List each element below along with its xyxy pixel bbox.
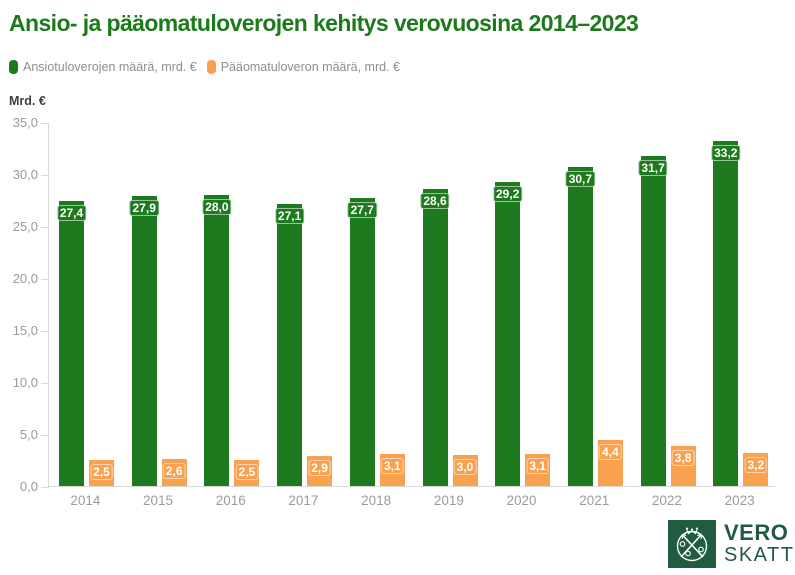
y-axis-tick-mark: [41, 486, 49, 488]
x-axis-label-2014: 2014: [70, 493, 101, 508]
earned-income-tax-bar-2017[interactable]: [277, 204, 303, 486]
y-axis-tick-mark: [41, 122, 49, 124]
bar-value-label-2016: 2,5: [235, 464, 259, 480]
bar-value-label-2022: 3,8: [671, 450, 695, 466]
legend-label: Pääomatuloveron määrä, mrd. €: [220, 60, 400, 74]
x-axis-label-2020: 2020: [506, 493, 537, 508]
year-group-2023: 33,2 3,2 2023: [703, 123, 776, 508]
bar-value-label-2020: 29,2: [493, 186, 523, 202]
y-axis-tick-label: 30,0: [12, 167, 38, 182]
year-group-2020: 29,2 3,1 2020: [485, 123, 558, 508]
earned-income-tax-bar-2021[interactable]: [567, 167, 593, 486]
y-axis-tick-mark: [41, 434, 49, 436]
bar-value-label-2019: 3,0: [453, 459, 477, 475]
chart-title: Ansio- ja pääomatuloverojen kehitys vero…: [9, 10, 639, 36]
bar-value-label-2023: 3,2: [744, 457, 768, 473]
year-group-2022: 31,7 3,8 2022: [631, 123, 704, 508]
year-group-2015: 27,9 2,6 2015: [122, 123, 195, 508]
y-axis-labels: 35,0 30,0 25,0 20,0 15,0 10,0 5,0 0,0: [0, 115, 40, 494]
earned-income-tax-bar-2014[interactable]: [59, 201, 84, 486]
bar-value-label-2019: 28,6: [420, 193, 450, 209]
x-axis-label-2015: 2015: [143, 493, 174, 508]
x-axis-label-2018: 2018: [361, 493, 392, 508]
year-group-2019: 28,6 3,0 2019: [413, 123, 486, 508]
bar-value-label-2021: 30,7: [565, 171, 596, 187]
y-axis-tick-label: 0,0: [19, 479, 38, 494]
bar-value-label-2017: 2,9: [308, 460, 331, 476]
x-axis-label-2016: 2016: [215, 493, 246, 508]
bar-value-label-2018: 3,1: [380, 458, 404, 474]
earned-income-tax-bar-2019[interactable]: [422, 189, 448, 486]
bar-value-label-2017: 27,1: [274, 208, 305, 224]
year-group-2014: 27,4 2,5 2014: [49, 123, 122, 508]
legend-item-capital-income-tax[interactable]: Pääomatuloveron määrä, mrd. €: [206, 60, 400, 74]
x-axis-label-2017: 2017: [288, 493, 319, 508]
earned-income-tax-bar-2022[interactable]: [640, 156, 666, 486]
y-axis-tick-mark: [41, 382, 49, 384]
legend-item-earned-income-tax[interactable]: Ansiotuloverojen määrä, mrd. €: [9, 60, 197, 74]
bar-value-label-2018: 27,7: [347, 202, 377, 218]
vero-wordmark: VERO: [724, 520, 789, 545]
y-axis-tick-label: 10,0: [12, 375, 38, 390]
legend: Ansiotuloverojen määrä, mrd. € Pääomatul…: [9, 60, 400, 74]
vero-logo-text: VERO SKATT: [724, 520, 795, 567]
year-group-2021: 30,7 4,4 2021: [558, 123, 631, 508]
bar-chart-plot-area: 27,4 2,5 2014 27,9 2,6 2015 28,0 2,5 2016 27,1 2,9…: [41, 122, 776, 508]
legend-label: Ansiotuloverojen määrä, mrd. €: [23, 60, 197, 74]
bar-value-label-2023: 33,2: [711, 145, 741, 161]
year-group-2016: 28,0 2,5 2016: [194, 123, 267, 508]
bar-value-label-2020: 3,1: [526, 458, 550, 474]
x-axis-label-2022: 2022: [651, 493, 682, 508]
y-axis-tick-label: 15,0: [12, 323, 38, 338]
bar-value-label-2014: 27,4: [56, 205, 87, 221]
x-axis-label-2023: 2023: [724, 493, 755, 508]
earned-income-tax-bar-2023[interactable]: [713, 141, 739, 486]
skatt-wordmark: SKATT: [724, 544, 795, 566]
y-axis-tick-label: 20,0: [12, 271, 38, 286]
bar-value-label-2021: 4,4: [599, 444, 622, 460]
y-axis-tick-label: 25,0: [12, 219, 38, 234]
earned-income-tax-bar-2016[interactable]: [204, 195, 230, 486]
y-axis-tick-mark: [41, 330, 49, 332]
earned-income-tax-bar-2015[interactable]: [131, 196, 157, 486]
y-axis-tick-label: 35,0: [12, 115, 38, 130]
earned-income-tax-bar-2020[interactable]: [495, 182, 521, 486]
bar-value-label-2022: 31,7: [638, 160, 668, 176]
bar-value-label-2015: 2,6: [162, 463, 186, 479]
y-axis-tick-mark: [41, 226, 49, 228]
legend-swatch-green-icon: [9, 60, 18, 74]
year-group-2017: 27,1 2,9 2017: [267, 123, 340, 508]
vero-emblem-icon: [668, 520, 716, 568]
x-axis-label-2021: 2021: [579, 493, 610, 508]
y-axis-tick-label: 5,0: [19, 427, 38, 442]
legend-swatch-orange-icon: [206, 60, 216, 74]
x-axis-label-2019: 2019: [433, 493, 464, 508]
vero-skatt-logo[interactable]: VERO SKATT: [668, 520, 794, 568]
y-axis-tick-mark: [41, 278, 49, 280]
y-axis-tick-mark: [41, 174, 49, 176]
bar-value-label-2014: 2,5: [90, 464, 113, 480]
y-axis-title: Mrd. €: [9, 94, 46, 108]
year-group-2018: 27,7 3,1 2018: [340, 123, 413, 508]
bar-value-label-2015: 27,9: [129, 200, 159, 216]
bar-value-label-2016: 28,0: [202, 199, 232, 215]
earned-income-tax-bar-2018[interactable]: [349, 198, 375, 486]
